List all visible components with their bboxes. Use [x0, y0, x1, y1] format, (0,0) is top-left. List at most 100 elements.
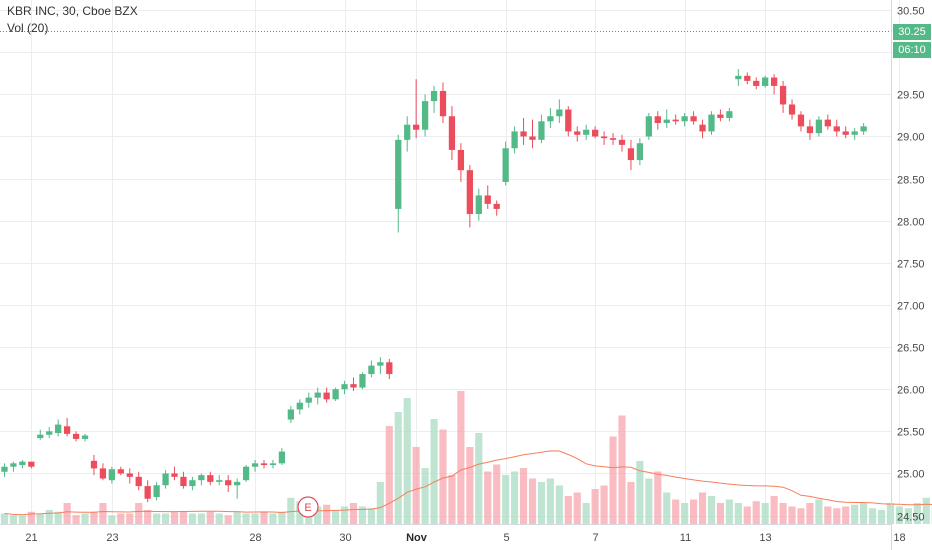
volume-bar: [278, 511, 286, 524]
volume-bar: [555, 485, 563, 524]
candle: [189, 476, 196, 491]
candle: [153, 481, 160, 501]
candle: [287, 406, 294, 423]
volume-bar: [537, 482, 546, 524]
volume-bar: [618, 415, 626, 524]
volume-bar: [851, 504, 859, 524]
volume-bar: [752, 501, 760, 524]
volume-bar: [788, 506, 796, 524]
volume-bar: [314, 506, 322, 524]
volume-bar: [645, 478, 653, 524]
candle: [162, 470, 169, 489]
symbol-title[interactable]: KBR INC, 30, Cboe BZX: [7, 4, 138, 18]
price-tick-label: 25.00: [897, 469, 925, 481]
candle: [779, 80, 787, 113]
volume-bar: [690, 499, 698, 524]
candle: [448, 106, 456, 161]
volume-bar: [743, 506, 751, 524]
candle: [609, 133, 617, 145]
volume-bar: [0, 513, 9, 524]
candle: [46, 427, 53, 439]
candle: [10, 461, 17, 472]
candle: [323, 387, 330, 403]
candle: [762, 75, 769, 88]
volume-bar: [349, 503, 358, 524]
volume-bar: [672, 499, 680, 524]
price-tick-label: 26.50: [897, 343, 925, 355]
candle: [1, 463, 8, 477]
volume-bar: [761, 503, 769, 524]
time-axis[interactable]: 21232830Nov5711131820:0: [25, 532, 932, 544]
price-tick-label: 28.50: [897, 175, 925, 187]
volume-bar: [475, 433, 483, 524]
volume-bar: [63, 503, 71, 524]
price-tick-label: 26.00: [897, 385, 925, 397]
volume-bar: [511, 471, 519, 524]
candle: [681, 112, 688, 127]
volume-bar: [439, 429, 447, 524]
volume-ma-line: [4, 450, 932, 516]
price-tick-label: 27.50: [897, 259, 925, 271]
volume-bar: [913, 503, 921, 524]
candle: [457, 143, 465, 182]
volume-bar: [502, 475, 510, 524]
candle: [672, 114, 679, 125]
candle: [350, 377, 357, 391]
volume-bar: [627, 482, 635, 524]
volume-bar: [224, 515, 232, 524]
volume-bar: [197, 513, 205, 524]
volume-bar: [117, 513, 125, 524]
candle: [117, 466, 124, 476]
candle: [278, 448, 286, 466]
candle: [260, 459, 268, 469]
volume-bar: [233, 511, 241, 524]
volume-bar: [681, 503, 689, 524]
candle: [717, 109, 724, 122]
volume-bar: [860, 503, 868, 524]
volume-bar: [779, 503, 787, 524]
candle: [225, 475, 232, 492]
candle: [171, 466, 178, 481]
volume-bar: [18, 515, 26, 524]
volume-bar: [260, 511, 268, 524]
volume-bar: [904, 508, 912, 524]
volume-bar: [27, 511, 35, 524]
volume-bar: [546, 478, 554, 524]
candle: [216, 475, 223, 486]
earnings-marker[interactable]: E: [297, 496, 319, 518]
volume-bar: [385, 426, 393, 524]
time-tick-label: 21: [25, 532, 37, 544]
volume-bar: [922, 497, 930, 524]
earnings-icon: [297, 496, 319, 518]
candle: [421, 94, 429, 137]
volume-indicator-title[interactable]: Vol (20): [7, 21, 49, 35]
candle: [565, 106, 572, 137]
chart-legend: KBR INC, 30, Cboe BZX Vol (20): [7, 3, 138, 37]
price-tick-label: 28.00: [897, 217, 925, 229]
bar-countdown-badge: 06:10: [893, 41, 931, 58]
candle: [234, 478, 241, 499]
candle: [708, 111, 715, 135]
volume-bar: [215, 513, 223, 524]
volume-bar: [886, 503, 895, 524]
candle: [439, 82, 447, 123]
volume-bar: [99, 503, 107, 524]
candle: [404, 116, 411, 152]
candle: [788, 99, 796, 120]
candle: [726, 107, 733, 122]
volume-bar: [287, 497, 295, 524]
price-axis[interactable]: 30.5030.0029.5029.0028.5028.0027.5027.00…: [897, 6, 925, 524]
volume-bar: [242, 513, 250, 524]
volume-bar: [9, 515, 18, 524]
volume-bar: [45, 510, 53, 524]
time-tick-label: 18: [893, 532, 905, 544]
candle: [180, 471, 187, 489]
volume-bar: [394, 412, 402, 524]
volume-bar: [269, 513, 277, 524]
candle: [341, 380, 348, 395]
volume-bar: [815, 499, 823, 524]
candle: [242, 465, 250, 482]
time-tick-label: Nov: [406, 532, 428, 544]
candle: [377, 357, 384, 375]
